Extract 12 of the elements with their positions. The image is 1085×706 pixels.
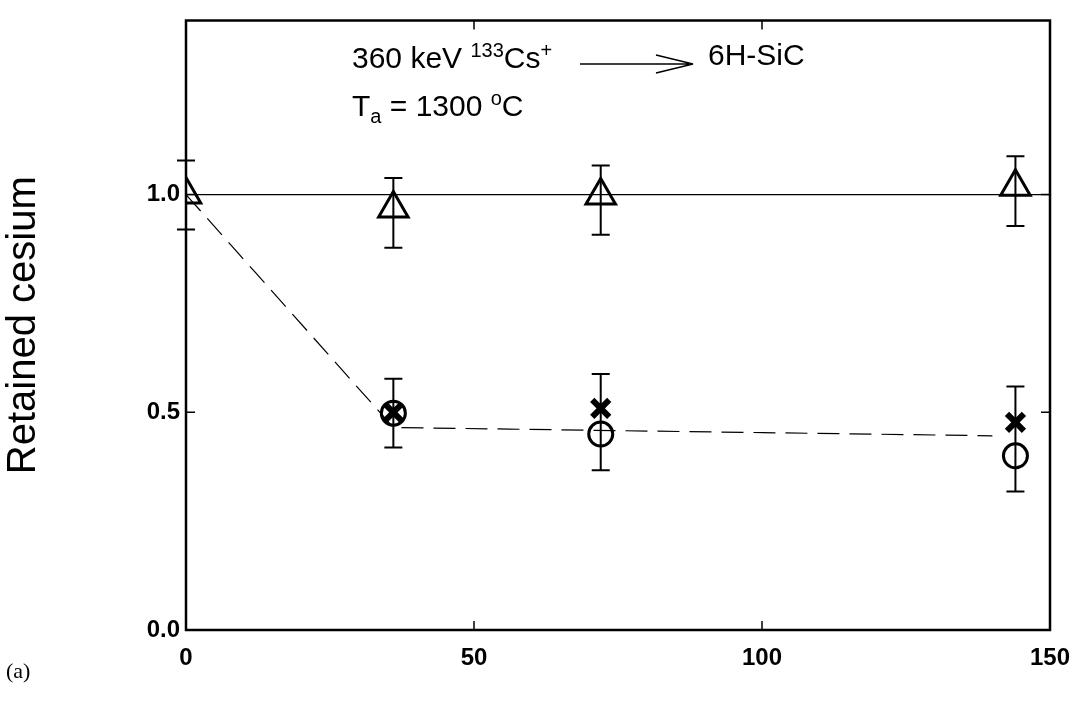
y-tick-label: 0.5 (146, 396, 180, 424)
annotation: 6H-SiC (708, 38, 805, 71)
annotation: T$_{a}$ = 1300 $^{o}$C (352, 87, 524, 127)
annotation: 360 keV $^{133}$Cs$^{+}$ (352, 39, 553, 74)
y-axis-title: Retained cesium (0, 176, 44, 475)
text: (a) (6, 658, 31, 683)
y-tick-label: 0.0 (146, 614, 180, 642)
y-tick-label: 1.0 (146, 179, 180, 207)
x-tick-label: 100 (741, 643, 783, 671)
x-tick-label: 0 (179, 643, 193, 671)
x-tick-label: 150 (1029, 643, 1071, 671)
x-tick-label: 50 (460, 643, 488, 671)
